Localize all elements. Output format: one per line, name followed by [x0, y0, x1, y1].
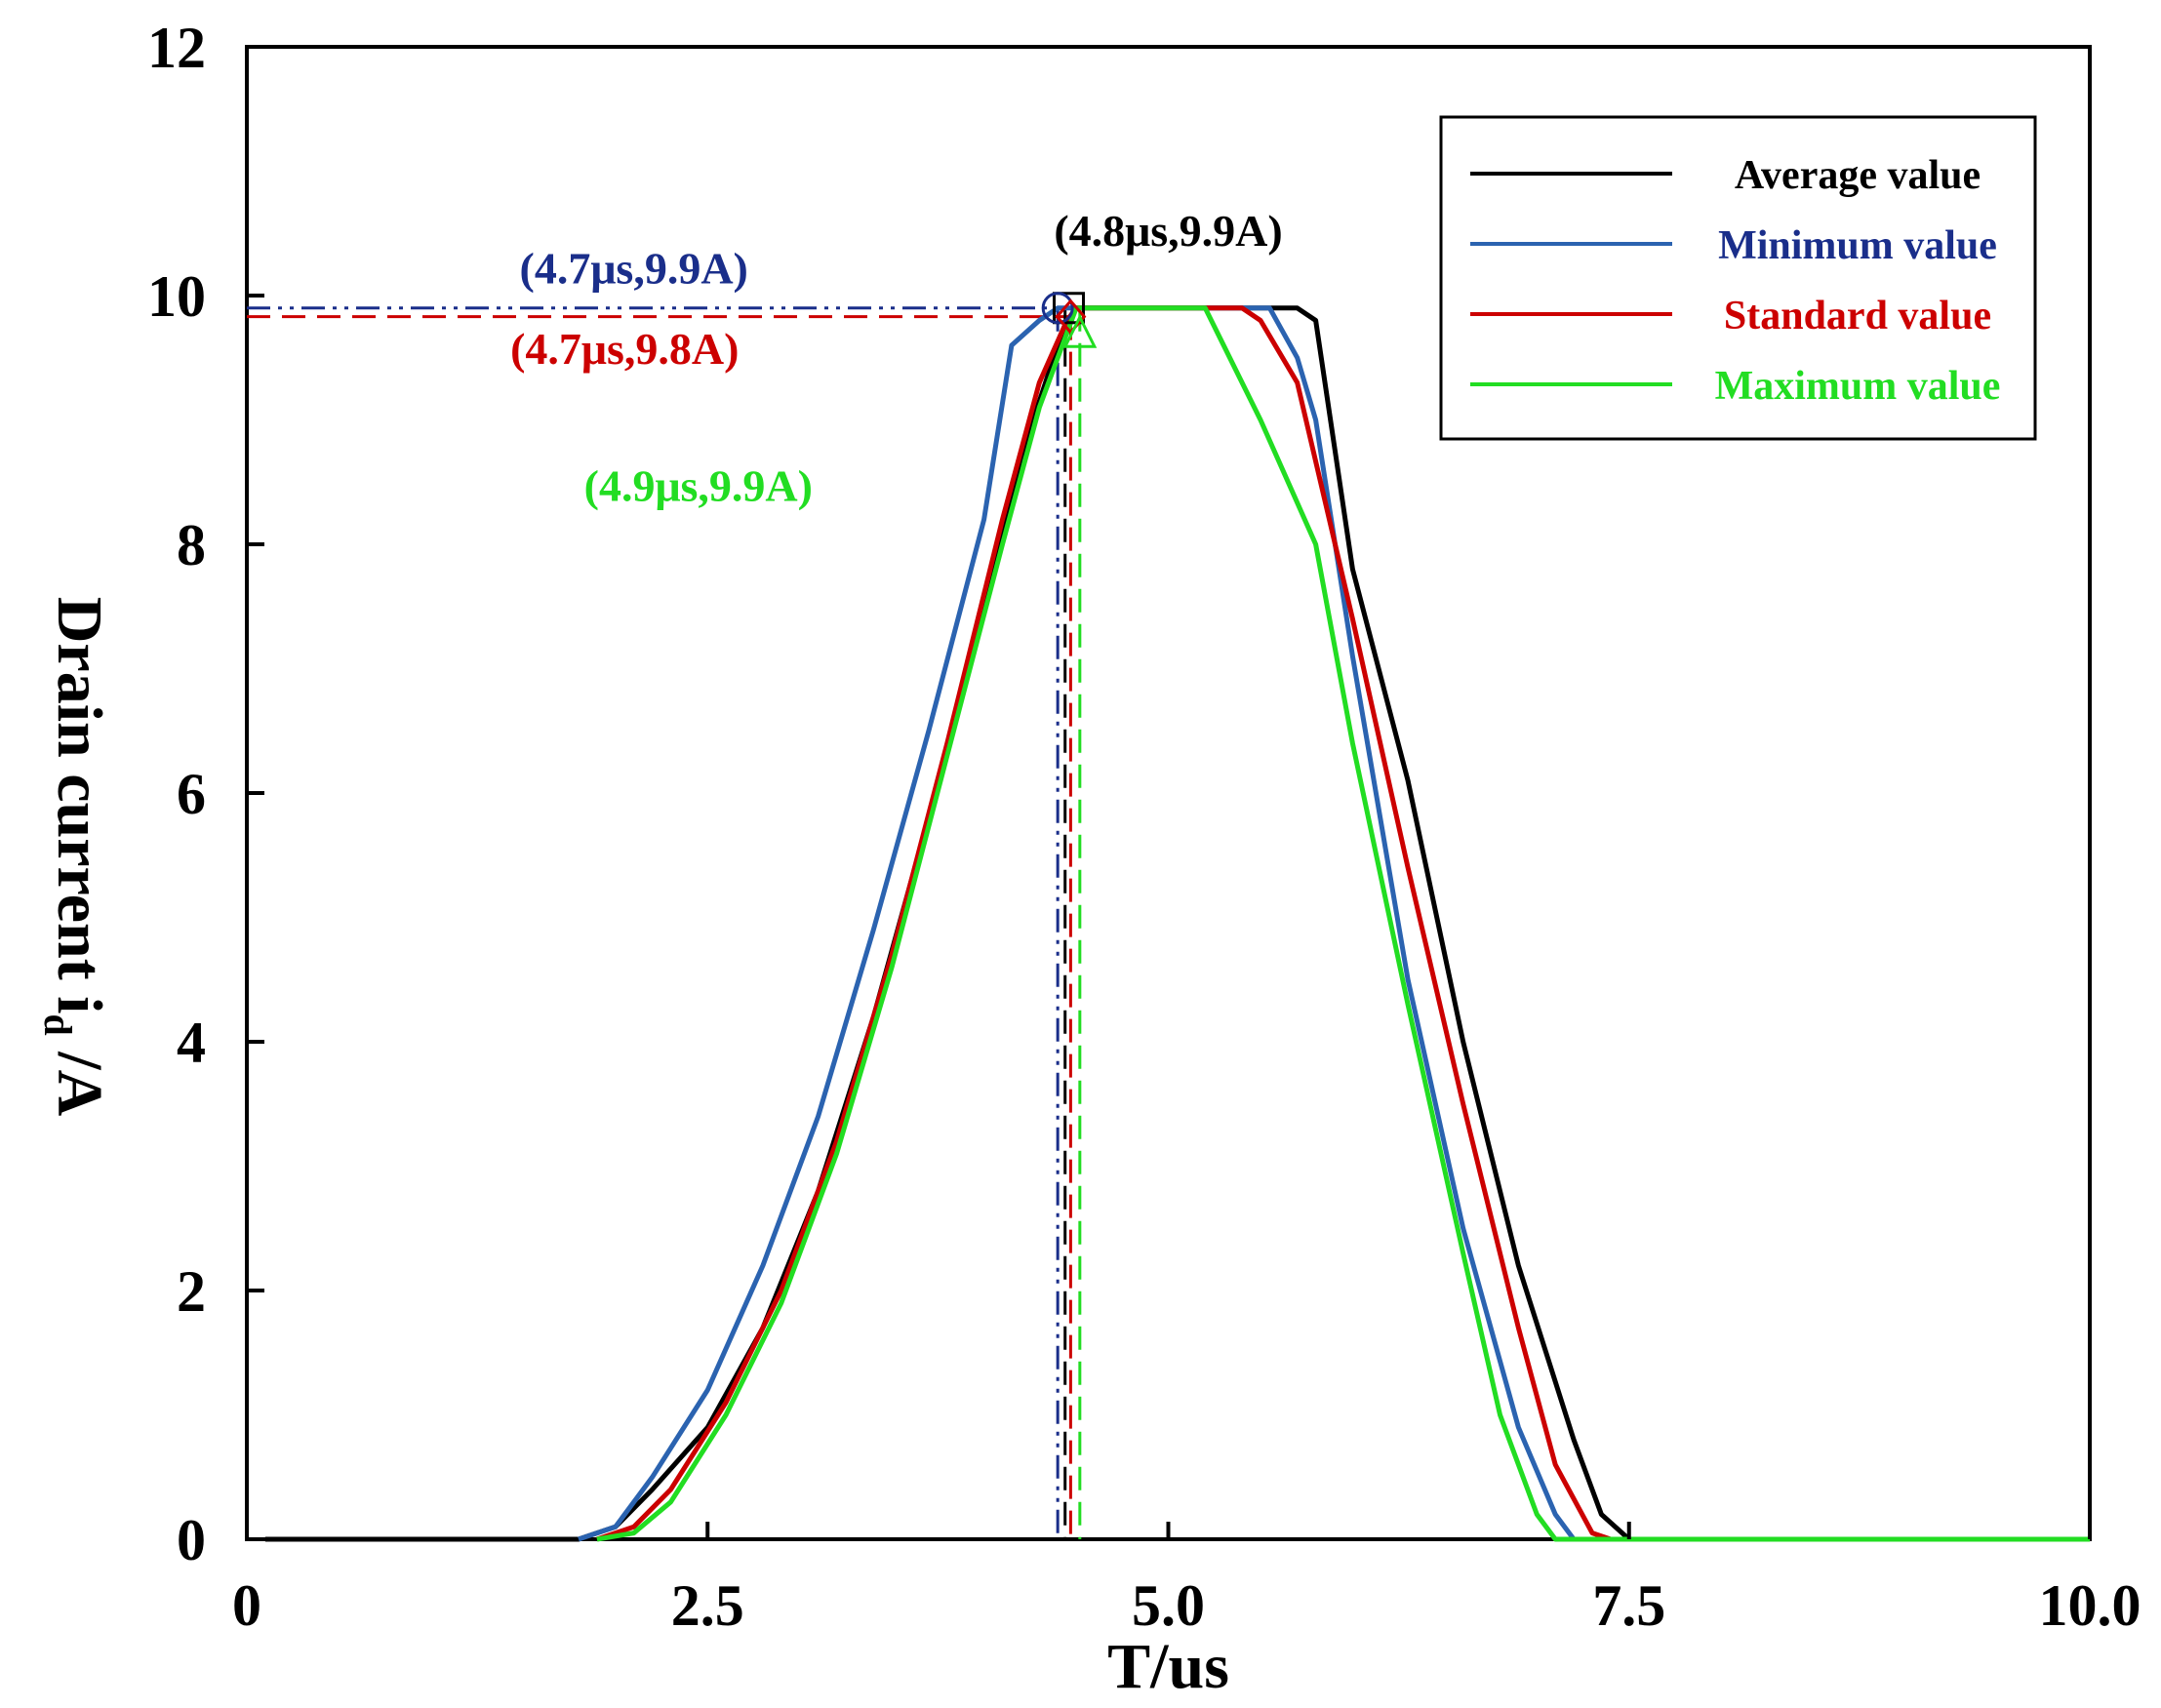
data-annotation: (4.9μs,9.9A)	[584, 460, 813, 510]
y-tick-label: 0	[177, 1508, 206, 1572]
reference-lines	[247, 306, 1082, 1539]
legend-items: Average value Minimum value Standard value…	[1470, 153, 2000, 409]
y-tick-label: 4	[177, 1011, 206, 1075]
marker-square	[1052, 292, 1085, 325]
data-annotation: (4.7μs,9.8A)	[510, 324, 739, 374]
x-tick-label: 5.0	[1132, 1573, 1205, 1638]
y-tick-label: 8	[177, 513, 206, 577]
y-tick-label: 10	[147, 264, 206, 329]
legend-label: Average value	[1735, 153, 1981, 198]
y-tick-label: 2	[177, 1259, 206, 1324]
legend-label: Minimum value	[1718, 223, 1997, 268]
y-axis-title-unit: /A	[44, 1036, 115, 1117]
series-lines	[264, 305, 2090, 1542]
y-tick-label: 12	[147, 16, 206, 80]
marker-triangle	[1062, 313, 1098, 348]
x-tick-label: 10.0	[2039, 1573, 2141, 1638]
series-line-average-value	[264, 305, 2090, 1542]
legend-label: Standard value	[1724, 294, 1991, 338]
data-annotation: (4.8μs,9.9A)	[1054, 206, 1282, 256]
annotations: (4.8μs,9.9A) (4.7μs,9.9A) (4.7μs,9.8A) (4.9…	[510, 206, 1283, 510]
y-axis-title: Drain current id /A	[36, 597, 115, 1117]
y-axis-title-subscript: d	[36, 1013, 80, 1035]
data-annotation: (4.7μs,9.9A)	[520, 243, 748, 293]
peak-markers	[1041, 292, 1098, 348]
x-tick-label: 0	[232, 1573, 261, 1638]
x-tick-label: 2.5	[671, 1573, 744, 1638]
axis-ticks: 0 2.5 5.0 7.5 10.0 0 2 4 6 8 10 12	[147, 16, 2141, 1638]
y-axis-title-main: Drain current i	[44, 597, 115, 1014]
y-tick-label: 6	[177, 762, 206, 826]
x-tick-label: 7.5	[1592, 1573, 1665, 1638]
x-axis-title: T/us	[1107, 1631, 1229, 1702]
legend-label: Maximum value	[1715, 364, 2001, 409]
marker-diamond	[1055, 298, 1087, 335]
marker-circle	[1041, 292, 1074, 325]
legend: Average value Minimum value Standard value…	[1439, 115, 2037, 441]
series-line-minimum-value	[578, 305, 2090, 1542]
